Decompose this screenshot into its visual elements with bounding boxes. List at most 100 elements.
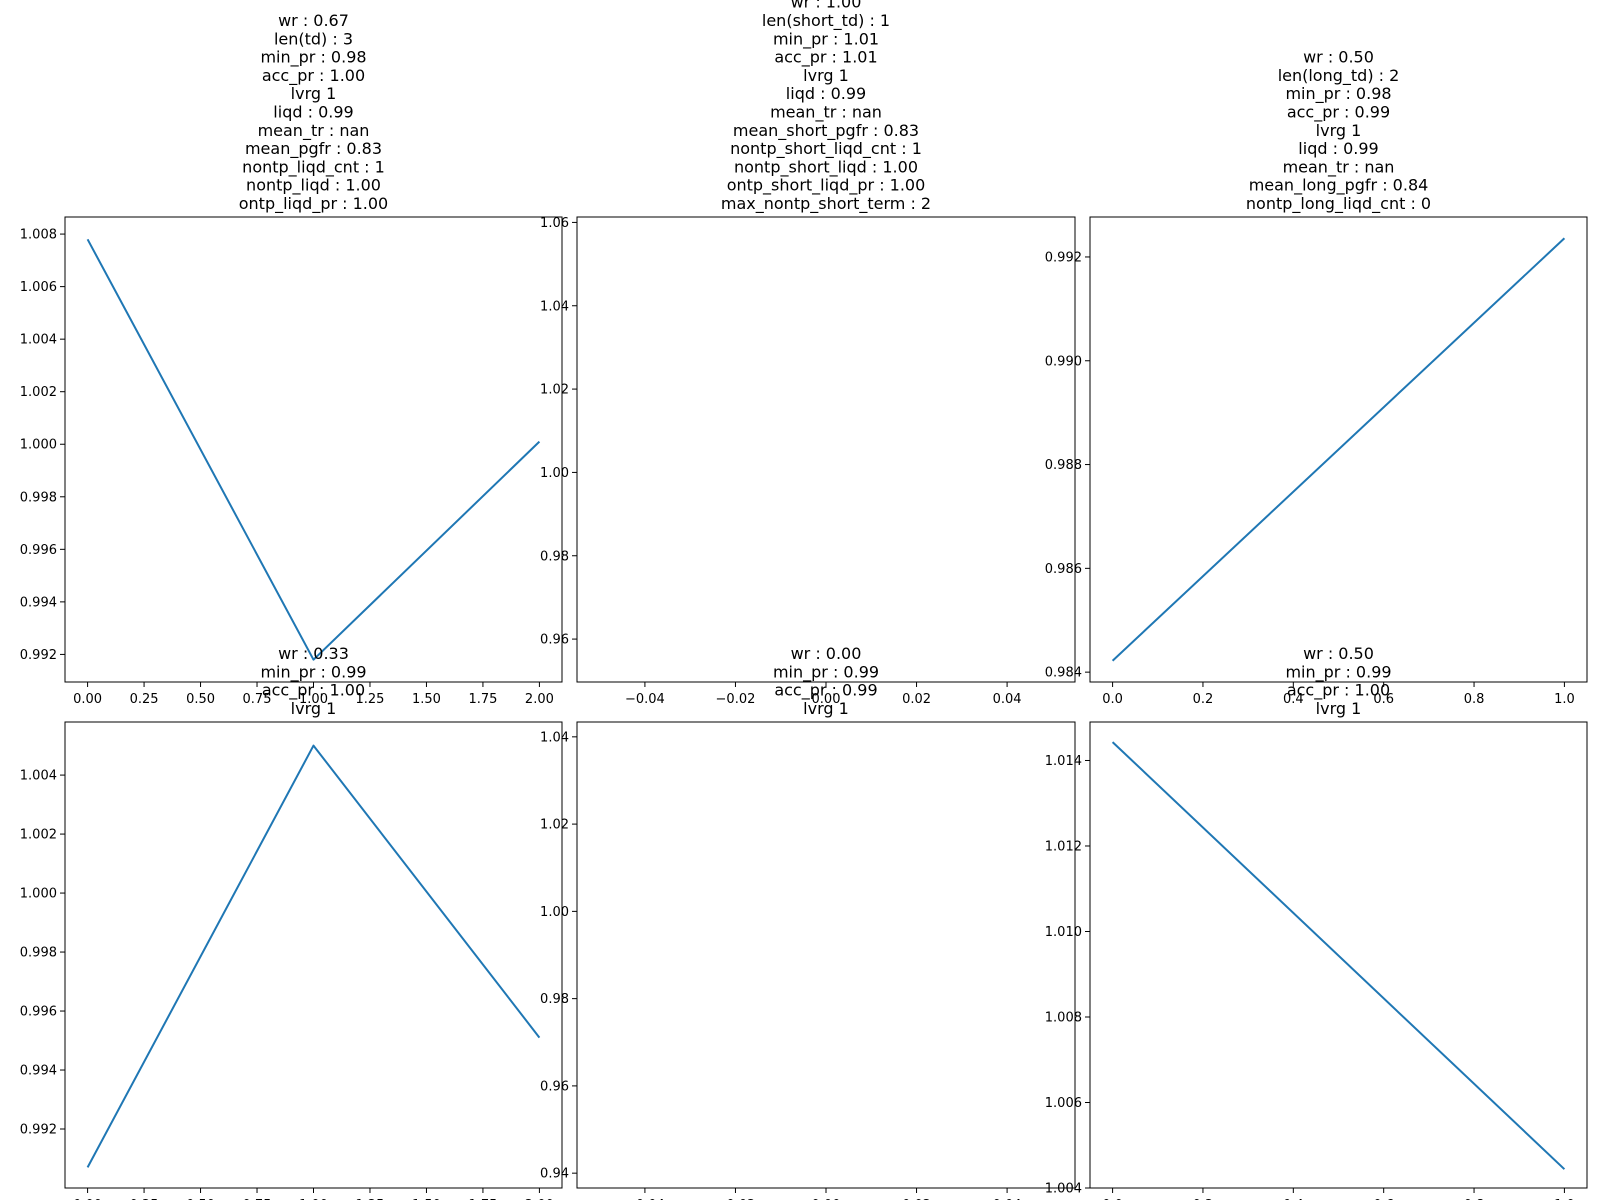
title-line: ontp_liqd_pr : 1.00	[239, 194, 388, 214]
title-line: nontp_short_liqd_cnt : 1	[730, 139, 922, 159]
y-tick-label: 1.00	[540, 466, 569, 481]
title-line: lvrg 1	[1316, 699, 1362, 718]
title-line: wr : 0.50	[1303, 644, 1374, 663]
x-tick-label: 0.8	[1464, 692, 1485, 707]
x-tick-label: −0.02	[716, 1198, 756, 1200]
y-tick-label: 1.004	[1045, 1182, 1082, 1197]
title-line: mean_tr : nan	[258, 121, 370, 141]
series-line	[1111, 237, 1566, 662]
x-tick-label: 0.6	[1373, 692, 1394, 707]
x-tick-label: 0.04	[993, 1198, 1022, 1200]
title-line: min_pr : 0.98	[260, 48, 366, 68]
axes-frame	[1089, 721, 1588, 1189]
title-line: min_pr : 0.98	[1285, 84, 1391, 104]
title-line: acc_pr : 0.99	[1287, 103, 1390, 123]
x-tick-label: 0.4	[1283, 692, 1304, 707]
title-line: mean_tr : nan	[770, 103, 882, 123]
y-tick-label: 0.986	[1045, 562, 1082, 577]
y-tick-label: 0.96	[540, 633, 569, 648]
title-line: min_pr : 0.99	[773, 662, 879, 682]
x-tick-label: 1.0	[1554, 1198, 1575, 1200]
y-tick-label: 1.000	[20, 438, 57, 453]
x-tick-label: 0.2	[1193, 1198, 1214, 1200]
x-tick-label: 0.8	[1464, 1198, 1485, 1200]
x-tick-label: 1.00	[299, 692, 328, 707]
axes-frame	[64, 216, 563, 683]
title-line: mean_short_pgfr : 0.83	[733, 121, 919, 141]
title-line: min_pr : 0.99	[1285, 662, 1391, 682]
y-tick-label: 1.004	[20, 769, 57, 784]
x-tick-label: 0.0	[1102, 692, 1123, 707]
x-tick-label: 1.25	[356, 1198, 385, 1200]
y-tick-label: 0.984	[1045, 666, 1082, 681]
x-tick-label: 0.50	[186, 692, 215, 707]
title-line: liqd : 0.99	[1298, 139, 1378, 158]
title-line: min_pr : 1.01	[773, 29, 879, 49]
subplot-3: 0.0 0.2 0.4 0.6 0.8 1.0 0.984 0.986 0.988 0.990 0.…	[1045, 48, 1588, 707]
axes-frame	[576, 721, 1076, 1189]
x-tick-label: 1.00	[299, 1198, 328, 1200]
title-line: acc_pr : 1.00	[1287, 681, 1390, 701]
x-tick-label: 1.75	[468, 1198, 497, 1200]
y-tick-label: 0.98	[540, 992, 569, 1007]
y-tick-label: 0.994	[20, 1064, 57, 1079]
y-tick-label: 0.992	[20, 648, 57, 663]
title-line: acc_pr : 1.00	[262, 681, 365, 701]
title-line: len(long_td) : 2	[1278, 66, 1400, 86]
title-line: acc_pr : 0.99	[774, 681, 877, 701]
title-line: len(td) : 3	[274, 29, 353, 48]
title-line: nontp_short_liqd : 1.00	[734, 157, 918, 177]
series-line	[1111, 741, 1566, 1170]
title-line: liqd : 0.99	[273, 103, 353, 122]
subplot-grid: 0.00 0.25 0.50 0.75 1.00 1.25 1.50 1.75 2.00 0.99…	[20, 0, 1588, 1200]
title-line: nontp_liqd : 1.00	[246, 176, 381, 196]
y-tick-label: 1.006	[20, 280, 57, 295]
y-tick-label: 1.000	[20, 887, 57, 902]
y-tick-label: 1.06	[540, 216, 569, 231]
y-tick-label: 1.014	[1045, 754, 1082, 769]
x-tick-label: 0.00	[812, 692, 841, 707]
y-tick-label: 1.02	[540, 383, 569, 398]
x-tick-label: 0.0	[1102, 1198, 1123, 1200]
series-line	[86, 744, 541, 1168]
y-tick-label: 1.02	[540, 818, 569, 833]
x-tick-label: 0.00	[73, 1198, 102, 1200]
title-line: lvrg 1	[1316, 121, 1362, 140]
x-tick-label: 0.6	[1373, 1198, 1394, 1200]
y-tick-label: 0.990	[1045, 354, 1082, 369]
title-line: lvrg 1	[291, 84, 337, 103]
title-line: acc_pr : 1.01	[774, 48, 877, 68]
subplot-1: 0.00 0.25 0.50 0.75 1.00 1.25 1.50 1.75 2.00 0.99…	[20, 11, 563, 707]
y-tick-label: 0.998	[20, 490, 57, 505]
x-tick-label: 0.02	[902, 692, 931, 707]
x-tick-label: 0.04	[993, 692, 1022, 707]
y-tick-label: 0.996	[20, 543, 57, 558]
y-tick-label: 0.996	[20, 1005, 57, 1020]
axes-frame	[64, 721, 563, 1189]
series-line	[86, 238, 541, 661]
y-tick-label: 1.010	[1045, 925, 1082, 940]
title-line: ontp_short_liqd_pr : 1.00	[727, 176, 926, 196]
y-tick-label: 1.00	[540, 905, 569, 920]
x-tick-label: −0.04	[625, 692, 665, 707]
title-line: wr : 0.50	[1303, 48, 1374, 67]
axes-frame	[1089, 216, 1588, 683]
y-tick-label: 0.992	[20, 1123, 57, 1138]
x-tick-label: 0.02	[902, 1198, 931, 1200]
title-line: wr : 1.00	[791, 0, 862, 12]
title-line: nontp_long_liqd_cnt : 0	[1246, 194, 1431, 214]
y-tick-label: 0.988	[1045, 458, 1082, 473]
title-line: max_nontp_short_term : 2	[721, 194, 931, 214]
x-tick-label: −0.02	[716, 692, 756, 707]
x-tick-label: 1.50	[412, 1198, 441, 1200]
title-line: wr : 0.33	[278, 644, 349, 663]
y-tick-label: 1.004	[20, 333, 57, 348]
y-tick-label: 1.002	[20, 828, 57, 843]
axes-frame	[576, 216, 1076, 683]
x-tick-label: 0.00	[73, 692, 102, 707]
